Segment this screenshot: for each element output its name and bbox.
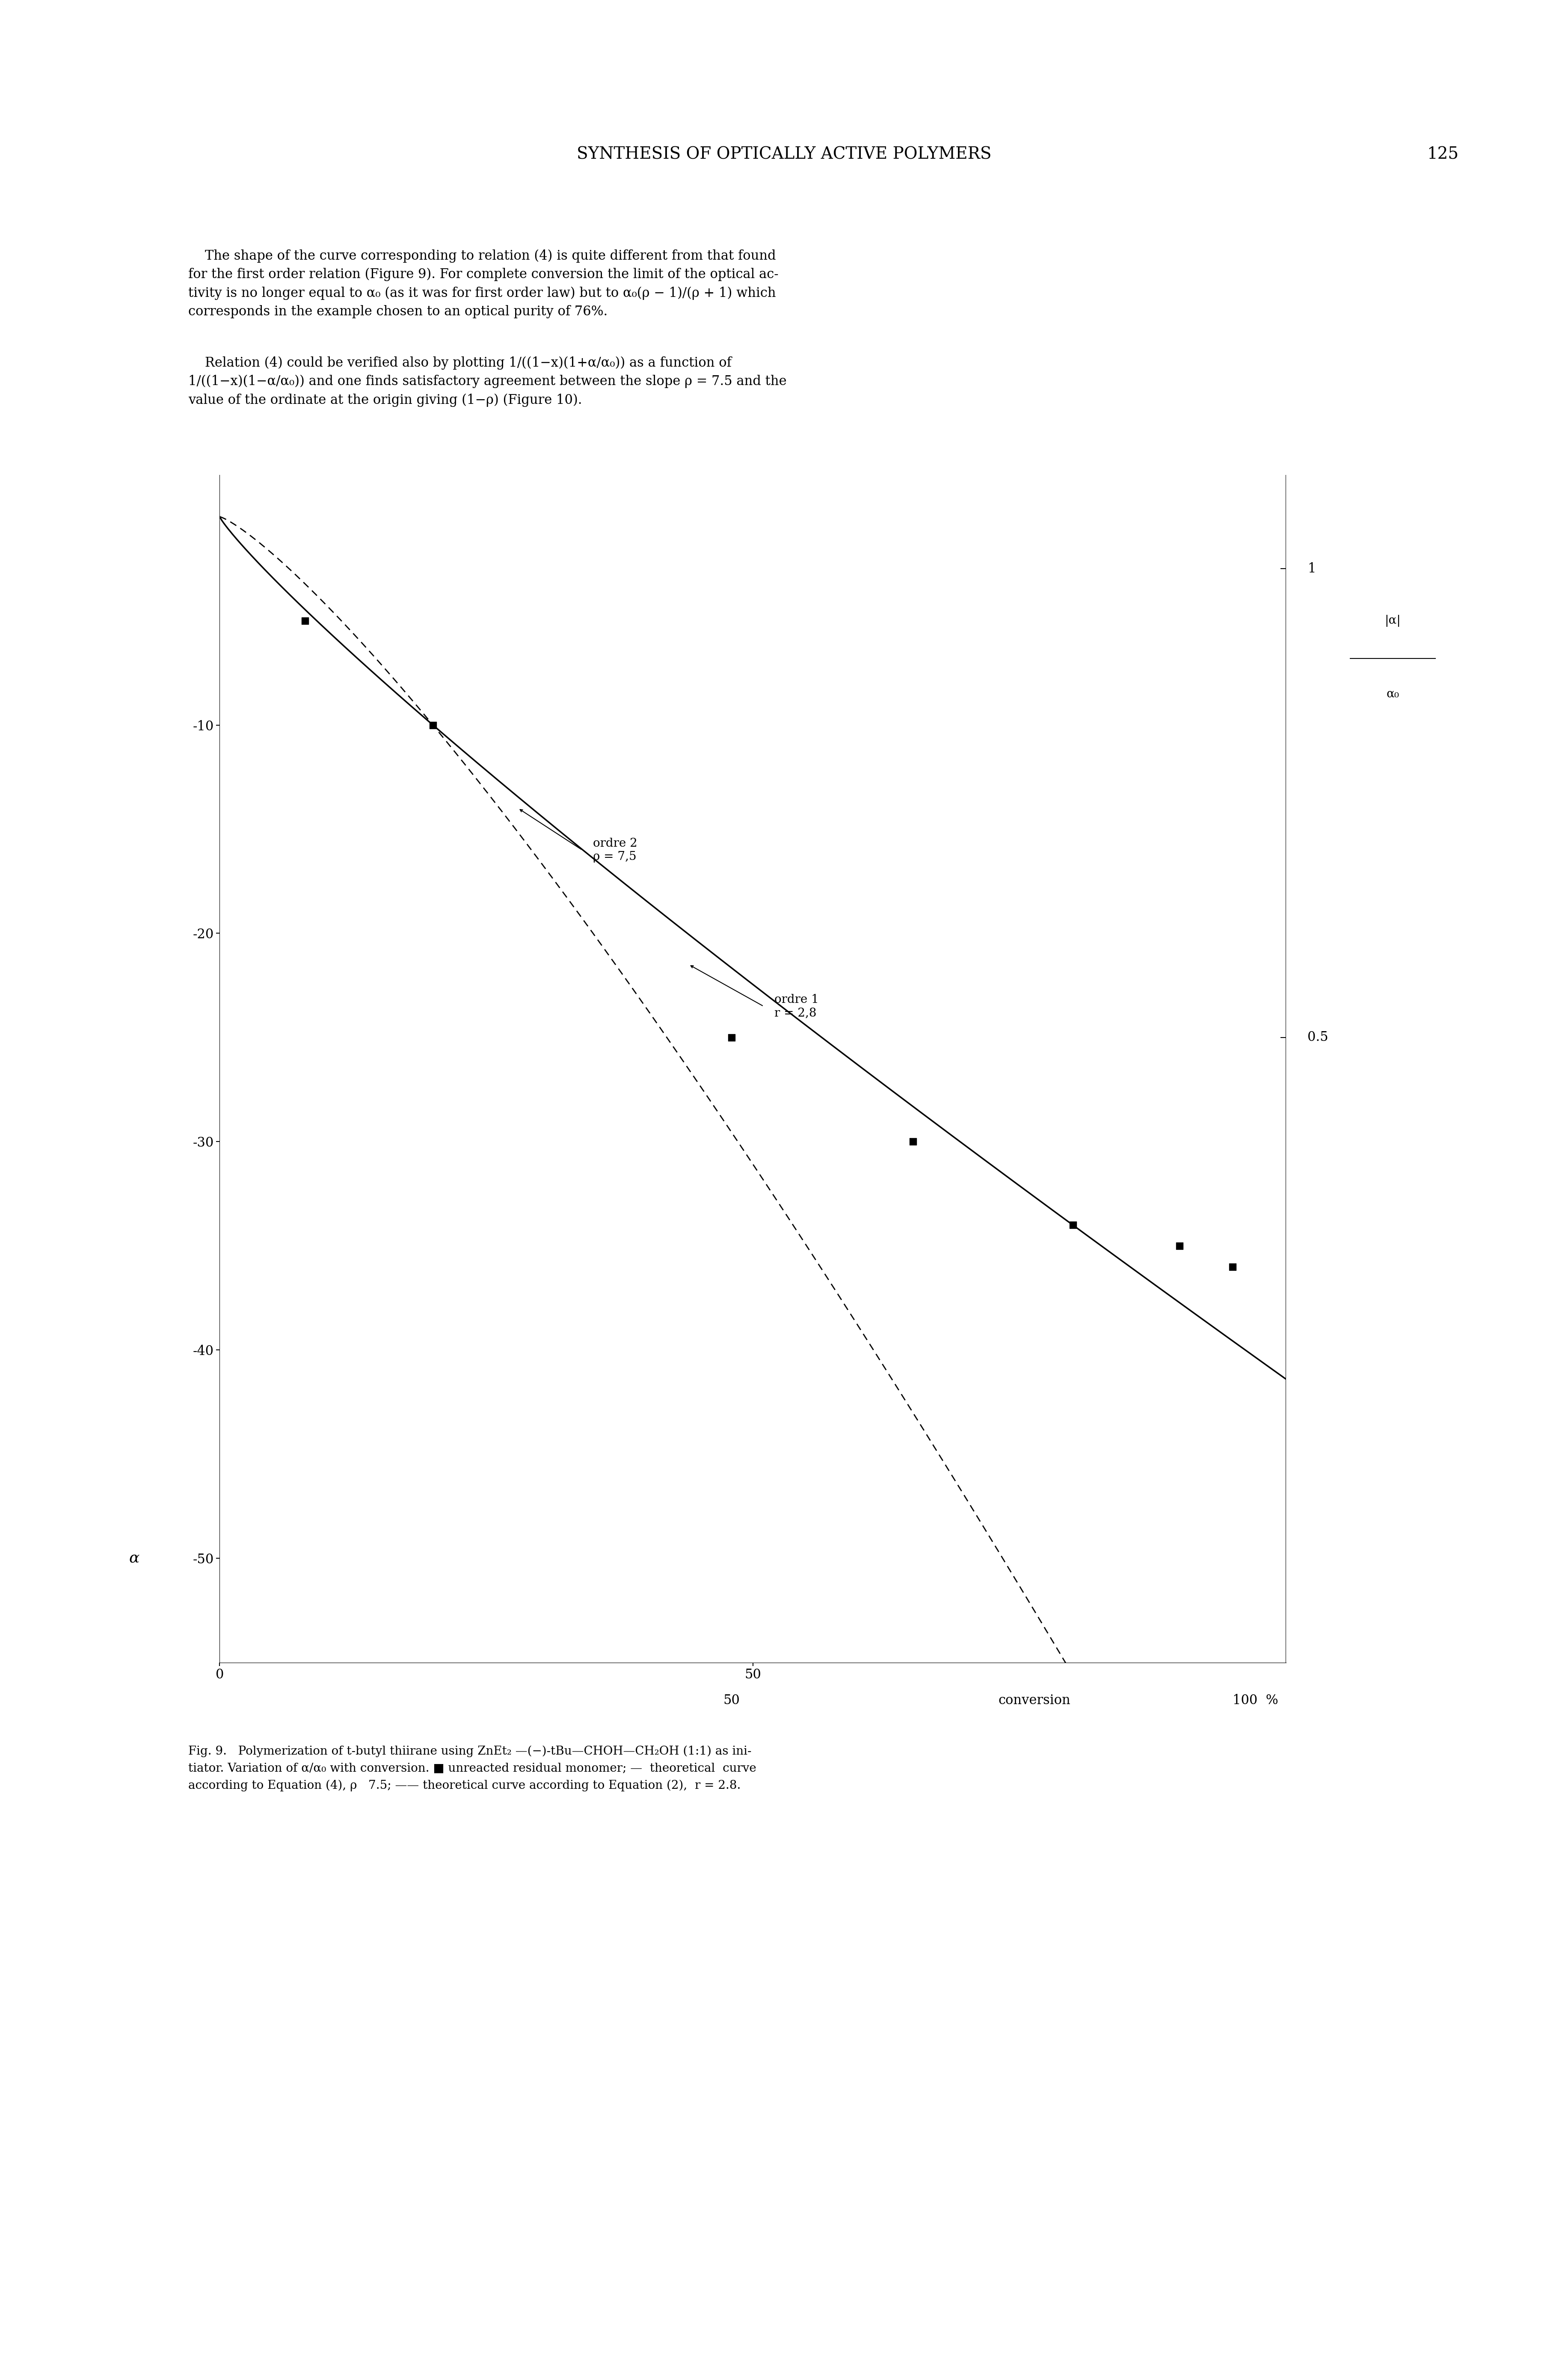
Point <box>900 1123 925 1161</box>
Text: 125: 125 <box>1427 147 1458 162</box>
Text: conversion: conversion <box>997 1693 1069 1708</box>
Point <box>1167 1228 1192 1266</box>
Text: |α|: |α| <box>1385 615 1400 627</box>
Text: 50: 50 <box>723 1693 740 1708</box>
Point <box>718 1019 743 1057</box>
Text: The shape of the curve corresponding to relation (4) is quite different from tha: The shape of the curve corresponding to … <box>188 249 778 318</box>
Text: SYNTHESIS OF OPTICALLY ACTIVE POLYMERS: SYNTHESIS OF OPTICALLY ACTIVE POLYMERS <box>577 147 991 162</box>
Text: 0.5: 0.5 <box>1308 1031 1328 1045</box>
Text: α: α <box>129 1551 140 1565</box>
Point <box>1060 1206 1085 1244</box>
Point <box>1220 1247 1245 1285</box>
Text: α₀: α₀ <box>1386 689 1399 701</box>
Text: Fig. 9.   Polymerization of t-butyl thiirane using ZnEt₂ —(−)-tBu—CHOH—CH₂OH (1:: Fig. 9. Polymerization of t-butyl thiira… <box>188 1746 756 1791</box>
Text: ordre 2
ρ = 7,5: ordre 2 ρ = 7,5 <box>593 838 637 862</box>
Text: Relation (4) could be verified also by plotting 1/((1−x)(1+α/α₀)) as a function : Relation (4) could be verified also by p… <box>188 356 787 406</box>
Text: 1: 1 <box>1308 563 1316 575</box>
Point <box>292 601 317 639</box>
Text: ordre 1
r = 2,8: ordre 1 r = 2,8 <box>775 993 818 1019</box>
Text: 100  %: 100 % <box>1232 1693 1278 1708</box>
Point <box>420 705 445 743</box>
